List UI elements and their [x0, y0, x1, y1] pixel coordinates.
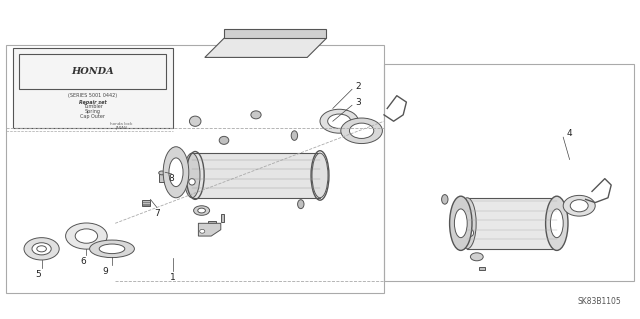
Ellipse shape — [200, 229, 205, 233]
Text: honda lock: honda lock — [111, 122, 132, 126]
Text: JAPAN: JAPAN — [116, 126, 127, 130]
Text: Spring: Spring — [84, 109, 101, 114]
Ellipse shape — [24, 238, 60, 260]
Ellipse shape — [189, 116, 201, 126]
Ellipse shape — [570, 200, 588, 212]
Ellipse shape — [90, 240, 134, 258]
Polygon shape — [224, 29, 326, 38]
Text: (SERIES 5001 0442): (SERIES 5001 0442) — [68, 93, 117, 98]
Bar — [6, 45, 384, 293]
Text: 4: 4 — [567, 130, 572, 138]
Text: 6: 6 — [81, 257, 86, 266]
Ellipse shape — [66, 223, 108, 249]
Ellipse shape — [99, 244, 125, 254]
Polygon shape — [205, 38, 326, 57]
Ellipse shape — [458, 198, 476, 249]
Text: Tumbler: Tumbler — [83, 104, 103, 109]
Ellipse shape — [320, 109, 358, 133]
Ellipse shape — [219, 137, 229, 144]
Text: 7: 7 — [154, 209, 159, 218]
Ellipse shape — [169, 158, 183, 187]
Text: 5: 5 — [36, 270, 41, 279]
Ellipse shape — [298, 200, 304, 209]
Bar — [384, 64, 634, 281]
Ellipse shape — [159, 171, 165, 175]
Ellipse shape — [454, 209, 467, 238]
Bar — [221, 214, 224, 222]
Ellipse shape — [545, 196, 568, 250]
Ellipse shape — [349, 123, 374, 138]
Text: 3: 3 — [356, 98, 361, 107]
Text: Cap Outer: Cap Outer — [80, 114, 106, 119]
Polygon shape — [192, 153, 320, 198]
Ellipse shape — [291, 131, 298, 140]
Ellipse shape — [340, 118, 383, 144]
Polygon shape — [198, 223, 221, 236]
Ellipse shape — [193, 206, 210, 215]
Ellipse shape — [76, 229, 98, 243]
Text: 2: 2 — [356, 82, 361, 91]
Text: 1: 1 — [170, 273, 175, 282]
Ellipse shape — [442, 195, 448, 204]
Polygon shape — [467, 198, 557, 249]
Ellipse shape — [470, 253, 483, 261]
Text: 9: 9 — [103, 267, 108, 276]
Ellipse shape — [548, 198, 566, 249]
Bar — [208, 221, 216, 223]
Ellipse shape — [563, 195, 595, 216]
Ellipse shape — [163, 147, 189, 198]
Ellipse shape — [184, 153, 200, 198]
Ellipse shape — [449, 196, 472, 250]
Ellipse shape — [251, 111, 261, 119]
Ellipse shape — [32, 243, 51, 255]
Ellipse shape — [328, 114, 351, 129]
Ellipse shape — [550, 209, 563, 238]
Text: SK83B1105: SK83B1105 — [577, 297, 621, 306]
Text: Repair set: Repair set — [79, 100, 107, 105]
Ellipse shape — [467, 229, 474, 236]
Bar — [13, 48, 173, 128]
Bar — [142, 200, 150, 206]
Ellipse shape — [312, 153, 328, 198]
Bar — [19, 54, 166, 89]
Bar — [479, 267, 485, 270]
Text: 8: 8 — [169, 174, 174, 183]
Bar — [159, 173, 165, 182]
Ellipse shape — [189, 179, 195, 185]
Ellipse shape — [198, 208, 205, 213]
Text: HONDA: HONDA — [72, 67, 114, 76]
